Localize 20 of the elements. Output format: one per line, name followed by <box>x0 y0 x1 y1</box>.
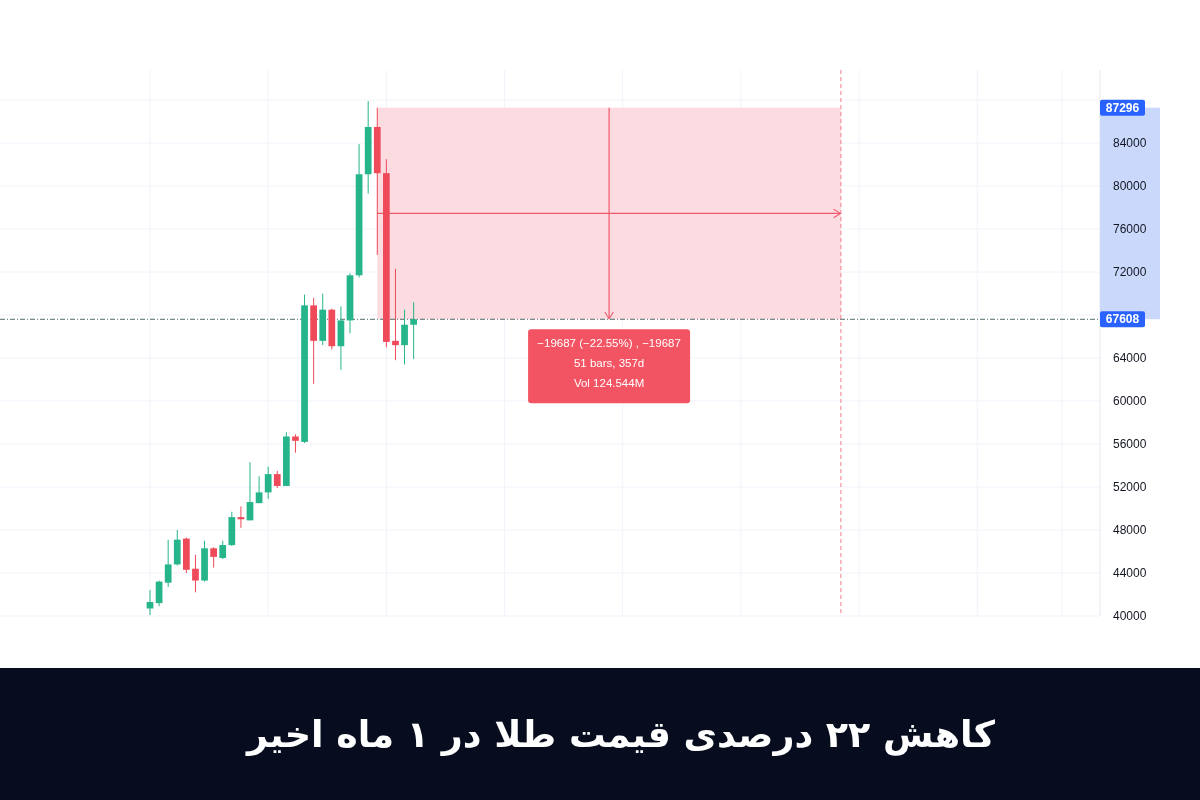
y-tick-label: 84000 <box>1113 136 1147 151</box>
measure-readout: −19687 (−22.55%) , −19687 51 bars, 357d Vol 124.544M <box>528 329 691 404</box>
text: کاهش ۲۲ درصدی قیمت طلا در ۱ ماه اخیر <box>245 713 996 756</box>
y-tick-label: 44000 <box>1113 566 1147 581</box>
price-label: 87296 <box>1100 99 1145 116</box>
y-tick-label: 56000 <box>1113 437 1147 452</box>
y-tick-label: 60000 <box>1113 394 1147 409</box>
annotation: 51 bars, 357d <box>573 357 645 370</box>
price-label: 67608 <box>1100 311 1145 328</box>
y-tick-label: 48000 <box>1113 523 1147 538</box>
y-tick-label: 52000 <box>1113 480 1147 495</box>
annotation: Vol 124.544M <box>573 377 645 390</box>
band-label: 87296 <box>1105 100 1140 115</box>
y-tick-label: 80000 <box>1113 179 1147 194</box>
y-tick-label: 72000 <box>1113 265 1147 280</box>
y-tick-label: 40000 <box>1113 609 1147 623</box>
ref-line-label: 67608 <box>1105 312 1140 327</box>
annotation: −19687 (−22.55%) , −19687 <box>537 337 681 350</box>
y-tick-label: 76000 <box>1113 222 1147 237</box>
y-tick-label: 64000 <box>1113 351 1147 366</box>
